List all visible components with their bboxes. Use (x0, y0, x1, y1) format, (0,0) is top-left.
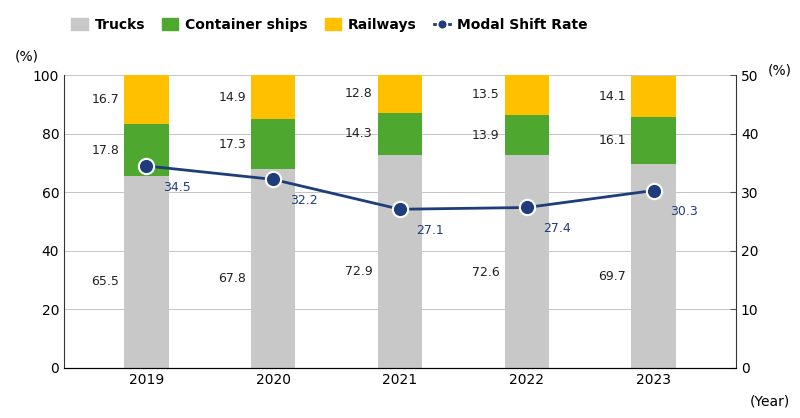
Text: 16.7: 16.7 (91, 93, 119, 106)
Text: 69.7: 69.7 (598, 270, 626, 283)
Text: 17.8: 17.8 (91, 144, 119, 157)
Bar (124, 75, 169, 124)
Bar (378, 113, 422, 155)
Bar (251, 169, 295, 368)
Text: 72.9: 72.9 (345, 265, 373, 278)
Bar (251, 75, 295, 119)
Text: 17.3: 17.3 (218, 138, 246, 150)
Text: 12.8: 12.8 (345, 87, 373, 100)
Bar (251, 119, 295, 169)
Text: 13.9: 13.9 (472, 129, 499, 142)
Text: 27.1: 27.1 (417, 224, 444, 237)
Bar (124, 124, 169, 176)
Y-axis label: (%): (%) (768, 64, 792, 77)
Bar (505, 115, 549, 155)
Bar (378, 75, 422, 113)
Bar (505, 75, 549, 115)
Text: 27.4: 27.4 (543, 222, 571, 235)
Text: 14.1: 14.1 (598, 89, 626, 103)
Bar (378, 155, 422, 368)
Text: 16.1: 16.1 (598, 134, 626, 147)
Bar (631, 76, 676, 117)
Legend: Trucks, Container ships, Railways, Modal Shift Rate: Trucks, Container ships, Railways, Modal… (71, 18, 588, 32)
Text: 67.8: 67.8 (218, 272, 246, 285)
Text: 32.2: 32.2 (290, 194, 318, 207)
Bar (631, 117, 676, 164)
Text: (Year): (Year) (750, 394, 790, 408)
Text: 14.9: 14.9 (218, 91, 246, 104)
Bar (124, 176, 169, 368)
Y-axis label: (%): (%) (15, 50, 39, 64)
Text: 13.5: 13.5 (472, 89, 499, 102)
Text: 30.3: 30.3 (670, 205, 698, 218)
Text: 65.5: 65.5 (91, 275, 119, 288)
Bar (505, 155, 549, 368)
Text: 34.5: 34.5 (163, 181, 190, 194)
Text: 72.6: 72.6 (472, 266, 499, 279)
Text: 14.3: 14.3 (345, 127, 373, 140)
Bar (631, 164, 676, 368)
